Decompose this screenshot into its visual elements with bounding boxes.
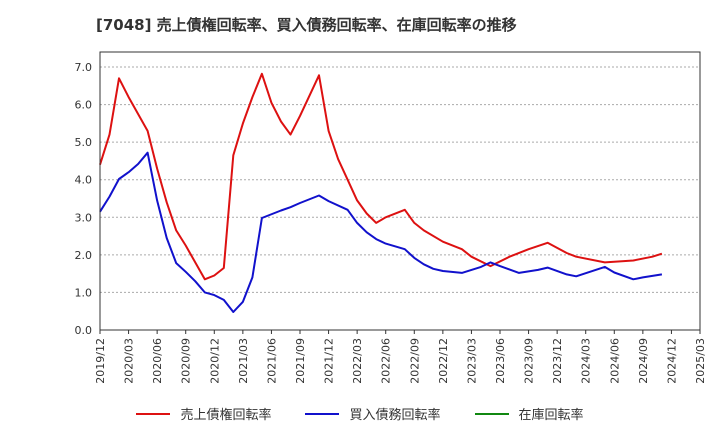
chart-title: [7048] 売上債権回転率、買入債務回転率、在庫回転率の推移 <box>96 16 517 34</box>
x-tick-label: 2021/12 <box>323 338 336 384</box>
legend-label-inventory: 在庫回転率 <box>518 408 584 423</box>
y-tick-label: 6.0 <box>75 99 93 112</box>
legend-label-receivables: 売上債権回転率 <box>180 408 272 423</box>
legend-item-payables: 買入債務回転率 <box>305 404 441 423</box>
y-tick-label: 5.0 <box>75 136 93 149</box>
x-tick-label: 2021/06 <box>265 338 278 384</box>
x-tick-label: 2020/09 <box>180 338 193 384</box>
legend-swatch-inventory <box>474 412 509 415</box>
y-tick-label: 3.0 <box>75 211 93 224</box>
x-tick-label: 2025/03 <box>694 338 707 384</box>
series-layer <box>99 72 663 313</box>
x-tick-label: 2024/09 <box>637 338 650 384</box>
x-tick-label: 2020/06 <box>151 338 164 384</box>
x-tick-label: 2022/03 <box>351 338 364 384</box>
legend-item-receivables: 売上債権回転率 <box>136 404 271 423</box>
y-tick-label: 0.0 <box>75 324 93 337</box>
y-tick-label: 4.0 <box>75 174 93 187</box>
legend-swatch-receivables <box>136 412 171 415</box>
x-tick-label: 2021/09 <box>294 338 307 384</box>
x-axis-ticks: 2019/12 2020/03 2020/06 2020/09 2020/12 2021/… <box>94 330 707 384</box>
x-tick-label: 2024/03 <box>580 338 593 384</box>
plot-frame <box>99 51 701 331</box>
legend-swatch-payables <box>305 412 340 415</box>
y-tick-label: 7.0 <box>75 61 93 74</box>
x-tick-label: 2019/12 <box>94 338 107 384</box>
series-line-receivables <box>99 72 663 281</box>
x-tick-label: 2020/12 <box>208 338 221 384</box>
y-tick-label: 2.0 <box>75 249 93 262</box>
x-tick-label: 2023/03 <box>465 338 478 384</box>
x-tick-label: 2023/09 <box>523 338 536 384</box>
y-tick-label: 1.0 <box>75 286 93 299</box>
legend: 売上債権回転率 買入債務回転率 在庫回転率 <box>0 404 720 423</box>
legend-label-payables: 買入債務回転率 <box>349 408 441 423</box>
x-tick-label: 2022/12 <box>437 338 450 384</box>
x-tick-label: 2024/12 <box>665 338 678 384</box>
x-tick-label: 2020/03 <box>123 338 136 384</box>
x-tick-label: 2024/06 <box>608 338 621 384</box>
legend-item-inventory: 在庫回転率 <box>474 404 584 423</box>
grid-layer <box>100 66 700 293</box>
x-tick-label: 2023/12 <box>551 338 564 384</box>
x-tick-label: 2021/03 <box>237 338 250 384</box>
y-axis-ticks: 0.0 1.0 2.0 3.0 4.0 5.0 6.0 7.0 <box>75 61 93 337</box>
series-line-payables <box>99 151 663 313</box>
x-tick-label: 2022/09 <box>408 338 421 384</box>
x-tick-label: 2023/06 <box>494 338 507 384</box>
x-tick-label: 2022/06 <box>380 338 393 384</box>
